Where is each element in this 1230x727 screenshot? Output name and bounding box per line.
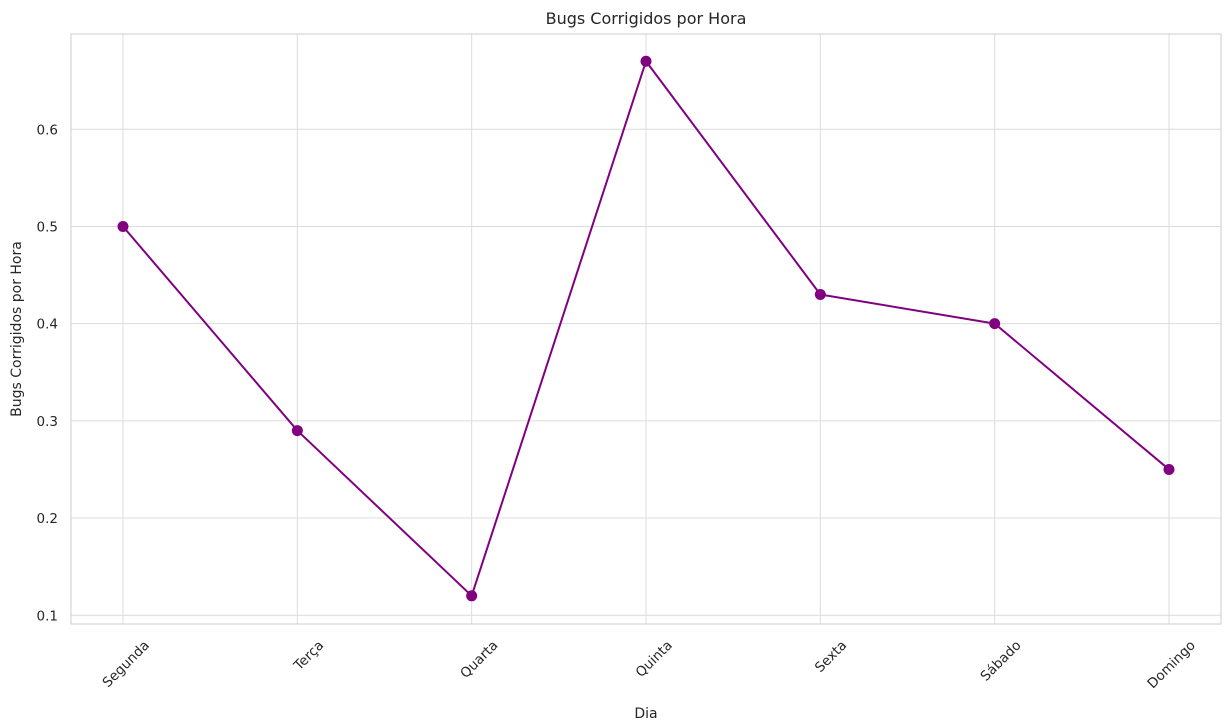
y-tick-label: 0.4 — [37, 317, 58, 333]
data-point-segunda — [117, 220, 129, 232]
y-tick-labels: 0.1 0.2 0.3 0.4 0.5 0.6 — [37, 122, 58, 624]
x-tick-label: Sexta — [812, 638, 850, 676]
x-tick-label: Quarta — [457, 638, 501, 682]
plot-frame — [70, 33, 1222, 625]
x-tick-label: Segunda — [100, 638, 153, 691]
y-tick-label: 0.5 — [37, 219, 58, 235]
x-tick-label: Domingo — [1144, 638, 1198, 692]
data-point-quinta — [640, 55, 652, 67]
data-point-sábado — [989, 318, 1001, 330]
chart-title: Bugs Corrigidos por Hora — [546, 9, 747, 28]
y-tick-label: 0.2 — [37, 511, 58, 527]
data-point-domingo — [1163, 463, 1175, 475]
y-tick-label: 0.1 — [37, 608, 58, 624]
y-tick-label: 0.3 — [37, 414, 58, 430]
data-point-quarta — [466, 590, 478, 602]
x-axis-label: Dia — [634, 706, 657, 722]
y-axis-label: Bugs Corrigidos por Hora — [9, 241, 25, 417]
grid — [71, 34, 1221, 624]
series — [117, 55, 1175, 602]
x-tick-labels: Segunda Terça Quarta Quinta Sexta Sábado Domin… — [100, 638, 1199, 692]
x-tick-label: Quinta — [633, 638, 676, 681]
data-point-sexta — [814, 288, 826, 300]
x-tick-label: Terça — [290, 638, 327, 675]
data-point-terça — [291, 425, 303, 437]
y-tick-label: 0.6 — [37, 122, 58, 138]
x-tick-label: Sábado — [977, 638, 1024, 685]
